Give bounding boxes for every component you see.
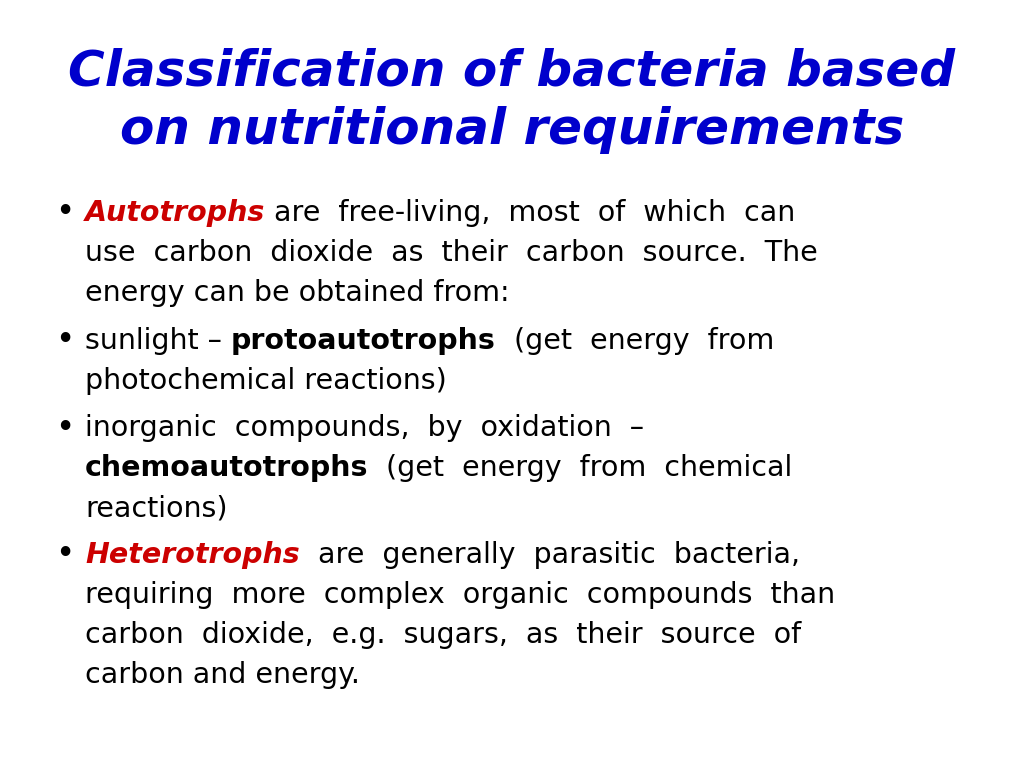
Text: use  carbon  dioxide  as  their  carbon  source.  The: use carbon dioxide as their carbon sourc… xyxy=(85,239,818,267)
Text: •: • xyxy=(55,538,75,571)
Text: sunlight –: sunlight – xyxy=(85,327,230,355)
Text: are  generally  parasitic  bacteria,: are generally parasitic bacteria, xyxy=(300,541,800,569)
Text: •: • xyxy=(55,412,75,445)
Text: Classification of bacteria based
on nutritional requirements: Classification of bacteria based on nutr… xyxy=(69,48,955,154)
Text: photochemical reactions): photochemical reactions) xyxy=(85,367,446,395)
Text: •: • xyxy=(55,197,75,230)
Text: (get  energy  from  chemical: (get energy from chemical xyxy=(369,454,793,482)
Text: Heterotrophs: Heterotrophs xyxy=(85,541,300,569)
Text: inorganic  compounds,  by  oxidation  –: inorganic compounds, by oxidation – xyxy=(85,414,644,442)
Text: chemoautotrophs: chemoautotrophs xyxy=(85,454,369,482)
Text: Autotrophs: Autotrophs xyxy=(85,199,265,227)
Text: requiring  more  complex  organic  compounds  than: requiring more complex organic compounds… xyxy=(85,581,836,609)
Text: protoautotrophs: protoautotrophs xyxy=(230,327,496,355)
Text: energy can be obtained from:: energy can be obtained from: xyxy=(85,279,510,307)
Text: reactions): reactions) xyxy=(85,494,227,522)
Text: carbon  dioxide,  e.g.  sugars,  as  their  source  of: carbon dioxide, e.g. sugars, as their so… xyxy=(85,621,801,649)
Text: •: • xyxy=(55,325,75,357)
Text: carbon and energy.: carbon and energy. xyxy=(85,661,360,689)
Text: are  free-living,  most  of  which  can: are free-living, most of which can xyxy=(265,199,796,227)
Text: (get  energy  from: (get energy from xyxy=(496,327,774,355)
